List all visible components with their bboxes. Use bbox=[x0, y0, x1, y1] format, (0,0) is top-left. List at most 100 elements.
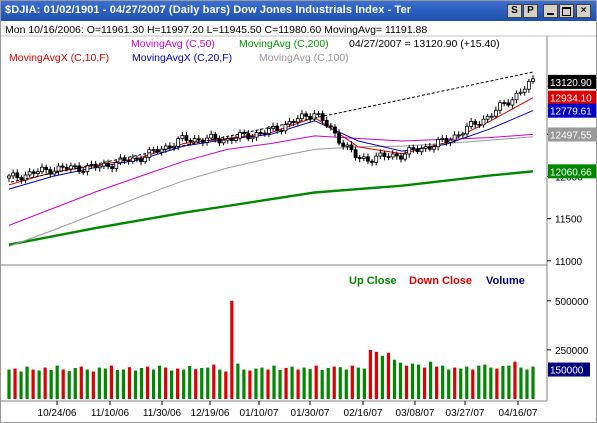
volume-bar bbox=[97, 367, 101, 399]
candle-body bbox=[147, 149, 152, 158]
candle-body bbox=[448, 139, 453, 143]
legend-emax10: MovingAvgX (C,10,F) bbox=[9, 52, 109, 64]
candle-body bbox=[60, 165, 65, 168]
candle-body bbox=[485, 115, 490, 120]
volume-bar bbox=[176, 368, 180, 399]
volume-bar bbox=[242, 369, 246, 399]
close-button[interactable]: × bbox=[576, 4, 591, 18]
legend-volume: Volume bbox=[486, 275, 525, 287]
volume-last-tag: 150000 bbox=[548, 362, 590, 377]
volume-bar bbox=[73, 367, 77, 399]
series-line-movingavg-c-200 bbox=[8, 170, 534, 246]
volume-bar bbox=[447, 369, 451, 399]
volume-bar bbox=[200, 367, 204, 399]
volume-bar bbox=[25, 366, 29, 399]
candle-body bbox=[234, 137, 238, 141]
date-tick-label: 11/10/06 bbox=[91, 408, 130, 419]
p-button[interactable]: P bbox=[523, 4, 538, 18]
candle-body bbox=[436, 139, 441, 148]
volume-bar bbox=[224, 371, 228, 399]
volume-bar bbox=[489, 367, 493, 399]
minimize-button[interactable] bbox=[543, 4, 558, 18]
candle-body bbox=[267, 127, 271, 134]
candle-body bbox=[456, 134, 461, 137]
candle-body bbox=[304, 113, 308, 117]
title-bar[interactable]: $DJIA: 01/02/1901 - 04/27/2007 (Daily ba… bbox=[1, 1, 596, 21]
candle-body bbox=[217, 138, 222, 144]
candle-body bbox=[238, 131, 242, 139]
volume-bar bbox=[320, 369, 324, 399]
candle-body bbox=[349, 144, 354, 151]
volume-bar bbox=[127, 367, 132, 399]
candle-body bbox=[114, 162, 119, 169]
volume-bar bbox=[163, 367, 168, 399]
candle-body bbox=[432, 146, 436, 150]
volume-bar bbox=[49, 369, 53, 399]
volume-bar bbox=[453, 367, 457, 399]
date-tick-label: 12/19/06 bbox=[191, 408, 230, 419]
volume-bar bbox=[170, 370, 174, 399]
price-axis: 12500120001150011000 bbox=[547, 130, 583, 268]
candle-body bbox=[40, 166, 44, 173]
candle-body bbox=[324, 120, 329, 127]
candle-body bbox=[44, 166, 49, 170]
volume-bar bbox=[157, 365, 162, 399]
volume-bar bbox=[495, 368, 499, 399]
candle-body bbox=[97, 165, 102, 169]
volume-bar bbox=[236, 363, 240, 399]
volume-bar bbox=[416, 364, 421, 399]
candle-body bbox=[229, 138, 234, 141]
candle-body bbox=[254, 132, 259, 138]
price-panel: 12500120001150011000 13120.9012934.10127… bbox=[7, 36, 596, 401]
volume-bar bbox=[338, 367, 342, 399]
candle-body bbox=[64, 167, 69, 170]
date-axis: 10/24/06 11/10/06 11/30/06 12/19/06 01/10/07… bbox=[38, 401, 538, 419]
candle-body bbox=[460, 133, 465, 136]
legend-ma100: MovingAvg (C,100) bbox=[259, 52, 349, 64]
volume-bar bbox=[194, 369, 198, 399]
stock-chart: Mon 10/16/2006: O=11961.30 H=11997.20 L=… bbox=[1, 24, 596, 419]
candle-body bbox=[135, 157, 139, 160]
candle-body bbox=[143, 156, 148, 163]
volume-bar bbox=[465, 366, 469, 399]
candle-body bbox=[163, 145, 168, 150]
volume-bar bbox=[483, 364, 487, 399]
volume-bar bbox=[19, 371, 23, 399]
volume-bar bbox=[37, 370, 41, 399]
volume-bar bbox=[284, 367, 288, 399]
candle-body bbox=[73, 165, 77, 168]
s-button[interactable]: S bbox=[507, 4, 522, 18]
candle-body bbox=[473, 121, 478, 125]
candle-body bbox=[192, 138, 197, 143]
candle-body bbox=[440, 138, 445, 140]
price-candles bbox=[7, 75, 535, 184]
candle-body bbox=[262, 132, 267, 135]
candle-body bbox=[279, 130, 284, 132]
candle-body bbox=[390, 153, 395, 158]
last-value-tag-bg bbox=[548, 103, 596, 118]
trend-line bbox=[10, 71, 534, 183]
candle-body bbox=[110, 166, 115, 169]
candle-body bbox=[378, 152, 383, 157]
candle-body bbox=[341, 142, 346, 147]
volume-bar bbox=[362, 368, 366, 399]
volume-bar bbox=[471, 369, 475, 399]
volume-bar bbox=[212, 364, 216, 399]
volume-bar bbox=[61, 369, 65, 399]
volume-bar bbox=[103, 368, 107, 399]
volume-bar bbox=[332, 366, 336, 399]
candle-body bbox=[361, 156, 366, 159]
volume-bar bbox=[344, 369, 348, 399]
volume-bar bbox=[13, 368, 17, 399]
volume-bar bbox=[139, 367, 144, 399]
maximize-button[interactable] bbox=[559, 4, 574, 18]
date-tick-label: 10/24/06 bbox=[38, 408, 77, 419]
candle-body bbox=[139, 158, 143, 163]
volume-bar bbox=[302, 367, 306, 399]
volume-bar bbox=[91, 371, 95, 399]
candle-body bbox=[337, 132, 341, 144]
legend-last-close: 04/27/2007 = 13120.90 (+15.40) bbox=[349, 38, 500, 50]
last-value-tag-label: 12934.10 bbox=[550, 94, 592, 105]
date-tick-label: 02/16/07 bbox=[344, 408, 383, 419]
candle-body bbox=[394, 153, 399, 157]
